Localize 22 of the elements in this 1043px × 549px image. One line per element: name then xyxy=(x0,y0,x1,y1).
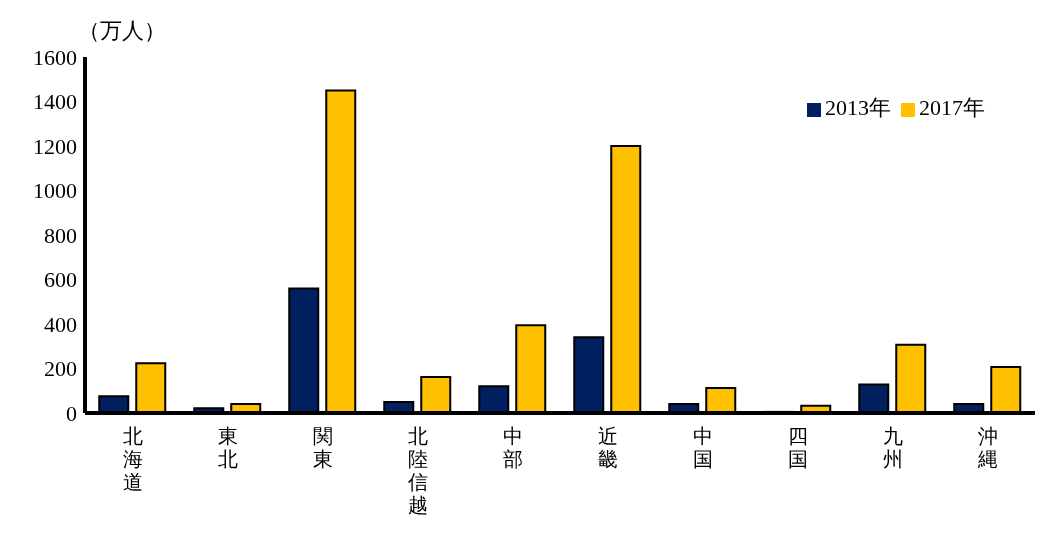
x-tick-label: 中国 xyxy=(692,425,713,470)
x-tick-label: 東北 xyxy=(217,425,238,470)
x-tick-label: 関東 xyxy=(312,425,333,470)
y-tick-label: 1600 xyxy=(33,44,77,70)
y-tick-label: 1400 xyxy=(33,89,77,115)
y-axis-title: （万人） xyxy=(78,17,166,45)
legend-label: 2013年 xyxy=(825,95,891,120)
x-tick-label: 北海道 xyxy=(122,425,143,493)
x-tick-label: 中部 xyxy=(502,425,523,470)
x-tick-label: 沖縄 xyxy=(976,425,998,470)
x-tick-label: 四国 xyxy=(787,425,808,470)
y-tick-label: 800 xyxy=(44,222,77,248)
y-tick-label: 1200 xyxy=(33,133,77,159)
y-tick-label: 200 xyxy=(44,356,77,382)
x-tick-label: 九州 xyxy=(882,425,903,470)
y-tick-label: 0 xyxy=(66,400,77,426)
x-tick-label: 北陸信越 xyxy=(407,425,428,516)
legend-label: 2017年 xyxy=(919,95,985,120)
y-tick-label: 1000 xyxy=(33,178,77,204)
x-tick-label: 近畿 xyxy=(597,425,618,470)
y-tick-label: 400 xyxy=(44,311,77,337)
y-tick-label: 600 xyxy=(44,267,77,293)
